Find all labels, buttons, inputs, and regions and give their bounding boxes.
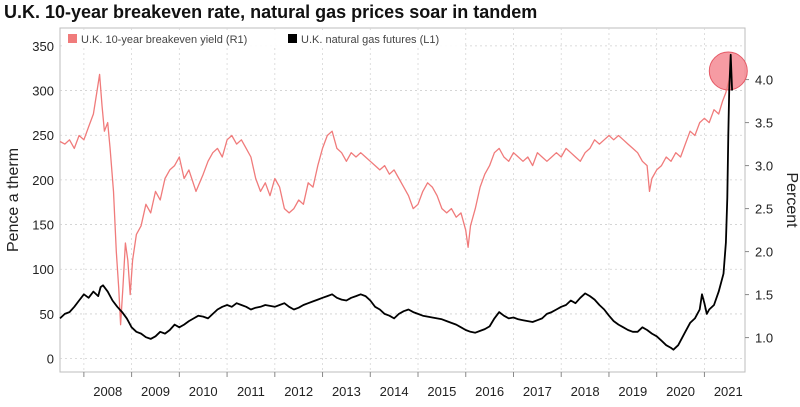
- x-tick-label: 2015: [427, 384, 456, 399]
- left-tick-label: 350: [32, 39, 54, 54]
- legend-swatch: [68, 34, 77, 43]
- legend-swatch: [288, 34, 297, 43]
- x-tick-label: 2013: [332, 384, 361, 399]
- x-tick-label: 2021: [714, 384, 743, 399]
- plot-frame: [59, 27, 746, 373]
- x-tick-label: 2009: [141, 384, 170, 399]
- right-tick-label: 1.5: [755, 288, 773, 303]
- left-tick-label: 0: [47, 352, 54, 367]
- chart-title: U.K. 10-year breakeven rate, natural gas…: [4, 2, 538, 22]
- left-axis-label: Pence a therm: [5, 148, 22, 252]
- right-tick-label: 4.0: [755, 73, 773, 88]
- series-line-gas: [59, 53, 733, 351]
- right-tick-label: 3.5: [755, 116, 773, 131]
- right-tick-label: 1.0: [755, 331, 773, 346]
- left-tick-label: 200: [32, 173, 54, 188]
- right-tick-label: 2.5: [755, 202, 773, 217]
- left-tick-label: 100: [32, 262, 54, 277]
- left-tick-label: 150: [32, 218, 54, 233]
- legend-label: U.K. natural gas futures (L1): [301, 34, 439, 46]
- legend-label: U.K. 10-year breakeven yield (R1): [81, 34, 247, 46]
- right-axis-label: Percent: [783, 172, 800, 228]
- x-tick-label: 2017: [523, 384, 552, 399]
- left-tick-label: 300: [32, 84, 54, 99]
- series-line-breakeven: [59, 72, 732, 326]
- highlight-circle: [708, 51, 748, 91]
- x-tick-label: 2014: [380, 384, 409, 399]
- left-tick-label: 50: [40, 307, 54, 322]
- x-tick-label: 2019: [618, 384, 647, 399]
- x-tick-label: 2016: [475, 384, 504, 399]
- x-tick-label: 2012: [284, 384, 313, 399]
- x-tick-label: 2011: [237, 384, 265, 399]
- legend-box: [62, 30, 462, 48]
- x-tick-label: 2018: [571, 384, 600, 399]
- x-tick-label: 2010: [189, 384, 218, 399]
- x-tick-label: 2020: [666, 384, 695, 399]
- left-tick-label: 250: [32, 128, 54, 143]
- right-tick-label: 2.0: [755, 245, 773, 260]
- x-tick-label: 2008: [93, 384, 122, 399]
- right-tick-label: 3.0: [755, 159, 773, 174]
